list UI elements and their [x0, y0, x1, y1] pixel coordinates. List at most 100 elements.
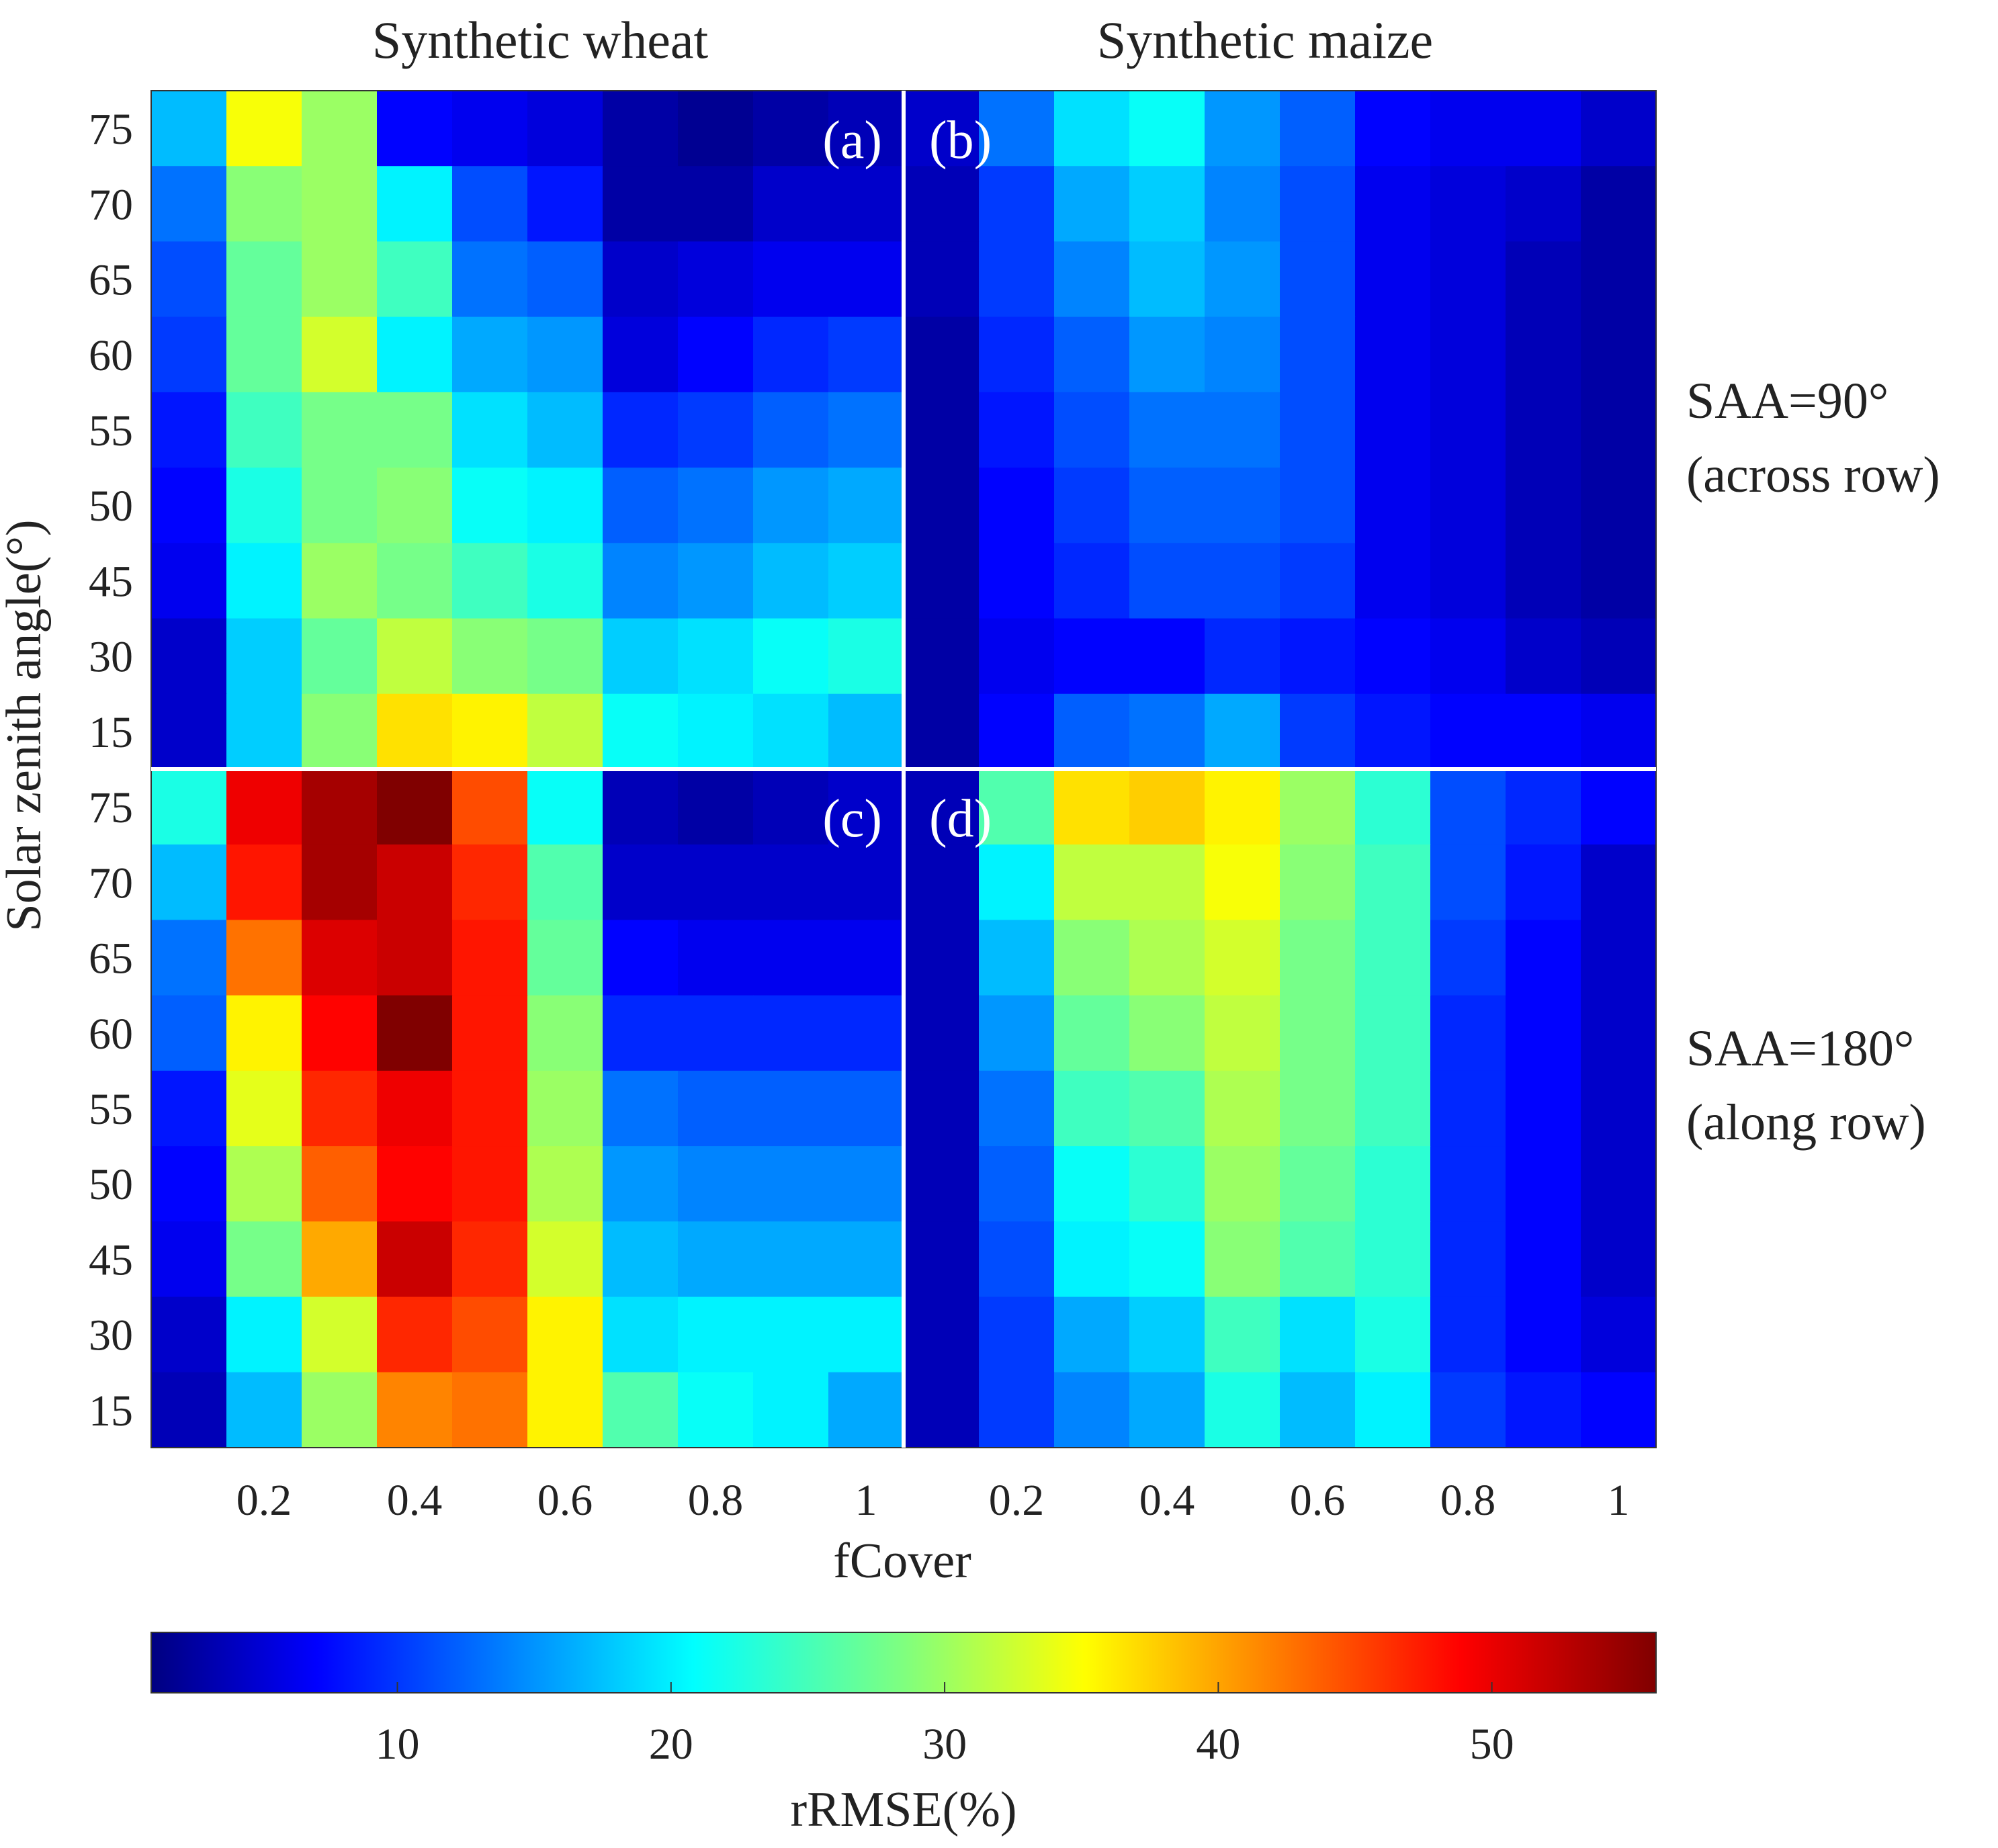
- y-tick-label: 60: [89, 1010, 133, 1059]
- heatmap-cell: [979, 1372, 1055, 1448]
- heatmap-cell: [603, 316, 679, 393]
- heatmap-cell: [1129, 91, 1205, 167]
- heatmap-cell: [1355, 543, 1431, 619]
- heatmap-cell: [452, 1070, 528, 1147]
- heatmap-cell: [377, 91, 453, 167]
- heatmap-cell: [226, 1146, 302, 1223]
- panel-c: (c): [151, 769, 904, 1448]
- heatmap-cell: [151, 769, 227, 846]
- heatmap-cell: [603, 543, 679, 619]
- heatmap-cell: [1054, 241, 1130, 318]
- x-tick-label: 0.6: [1290, 1476, 1346, 1525]
- heatmap-cell: [904, 618, 980, 695]
- heatmap-cell: [1280, 995, 1356, 1071]
- heatmap-cell: [1054, 769, 1130, 846]
- heatmap-cell: [828, 91, 904, 167]
- heatmap-cell: [904, 1221, 980, 1298]
- heatmap-cell: [377, 1070, 453, 1147]
- heatmap-cell: [1280, 693, 1356, 770]
- heatmap-cell: [1205, 468, 1280, 544]
- colorbar: [150, 1632, 1657, 1693]
- colorbar-tick-label: 20: [649, 1720, 693, 1769]
- heatmap-cell: [377, 1296, 453, 1373]
- heatmap-cell: [302, 392, 378, 468]
- heatmap-cell: [1506, 1372, 1581, 1448]
- heatmap-cell: [1054, 1221, 1130, 1298]
- heatmap-cell: [828, 241, 904, 318]
- colorbar-tick-label: 30: [922, 1720, 967, 1769]
- heatmap-cell: [678, 1296, 754, 1373]
- heatmap-cell: [226, 693, 302, 770]
- y-tick-label: 75: [89, 105, 133, 154]
- heatmap-cell: [1280, 920, 1356, 996]
- heatmap-cell: [1581, 1146, 1657, 1223]
- heatmap-cell: [1205, 769, 1280, 846]
- x-tick-label: 0.8: [1440, 1476, 1496, 1525]
- heatmap-cell: [302, 1221, 378, 1298]
- heatmap-cell: [1205, 91, 1280, 167]
- heatmap-cell: [302, 920, 378, 996]
- heatmap-cell: [753, 1296, 829, 1373]
- heatmap-cell: [1205, 241, 1280, 318]
- heatmap-panels: (a) (b) (c) (d): [150, 90, 1657, 1448]
- heatmap-cell: [302, 316, 378, 393]
- heatmap-cell: [1054, 166, 1130, 243]
- heatmap-cell: [302, 1070, 378, 1147]
- y-tick-label: 15: [89, 1387, 133, 1436]
- heatmap-cell: [1430, 166, 1506, 243]
- y-tick-label: 45: [89, 557, 133, 606]
- heatmap-cell: [1430, 1070, 1506, 1147]
- heatmap-cell: [753, 543, 829, 619]
- heatmap-cell: [1054, 618, 1130, 695]
- heatmap-cell: [1205, 1221, 1280, 1298]
- heatmap-cell: [377, 316, 453, 393]
- heatmap-cell: [828, 468, 904, 544]
- heatmap-cell: [1506, 693, 1581, 770]
- heatmap-cell: [979, 392, 1055, 468]
- heatmap-cell: [603, 166, 679, 243]
- heatmap-cell: [527, 693, 603, 770]
- colorbar-tick-label: 50: [1470, 1720, 1514, 1769]
- heatmap-cell: [1355, 392, 1431, 468]
- heatmap-cell: [1355, 1296, 1431, 1373]
- heatmap-cell: [151, 844, 227, 921]
- heatmap-cell: [1205, 316, 1280, 393]
- y-tick-label: 65: [89, 934, 133, 983]
- heatmap-cell: [151, 543, 227, 619]
- heatmap-cell: [979, 1070, 1055, 1147]
- heatmap-cell: [377, 241, 453, 318]
- heatmap-cell: [452, 1221, 528, 1298]
- heatmap-cell: [452, 241, 528, 318]
- heatmap-cell: [678, 392, 754, 468]
- x-tick-label: 0.2: [236, 1476, 292, 1525]
- heatmap-cell: [1581, 1296, 1657, 1373]
- heatmap-cell: [1205, 693, 1280, 770]
- heatmap-cell: [151, 241, 227, 318]
- heatmap-cell: [527, 1372, 603, 1448]
- heatmap-cell: [1506, 769, 1581, 846]
- column-title-wheat: Synthetic wheat: [372, 11, 709, 69]
- heatmap-cell: [1054, 920, 1130, 996]
- heatmap-cell: [979, 1221, 1055, 1298]
- heatmap-cell: [904, 166, 980, 243]
- heatmap-cell: [1581, 392, 1657, 468]
- heatmap-cell: [603, 91, 679, 167]
- heatmap-cell: [1506, 468, 1581, 544]
- heatmap-cell: [302, 618, 378, 695]
- heatmap-cell: [151, 1372, 227, 1448]
- heatmap-cell: [1355, 1372, 1431, 1448]
- heatmap-cell: [904, 316, 980, 393]
- row-label-along-row: (along row): [1686, 1094, 1926, 1151]
- heatmap-cell: [979, 166, 1055, 243]
- heatmap-cell: [1430, 1146, 1506, 1223]
- heatmap-cell: [1430, 1221, 1506, 1298]
- heatmap-cell: [979, 1146, 1055, 1223]
- heatmap-cell: [1430, 693, 1506, 770]
- heatmap-cell: [151, 1146, 227, 1223]
- heatmap-cell: [1506, 844, 1581, 921]
- heatmap-cell: [1054, 844, 1130, 921]
- heatmap-cell: [1054, 468, 1130, 544]
- row-label-across-row: (across row): [1686, 447, 1940, 503]
- heatmap-cell: [753, 166, 829, 243]
- heatmap-cell: [979, 693, 1055, 770]
